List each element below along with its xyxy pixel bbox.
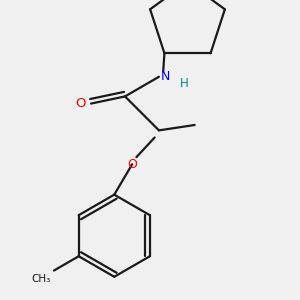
Text: O: O [75,97,86,110]
Text: N: N [161,70,170,83]
Text: H: H [180,77,189,90]
Text: O: O [127,158,137,171]
Text: CH₃: CH₃ [31,274,50,284]
